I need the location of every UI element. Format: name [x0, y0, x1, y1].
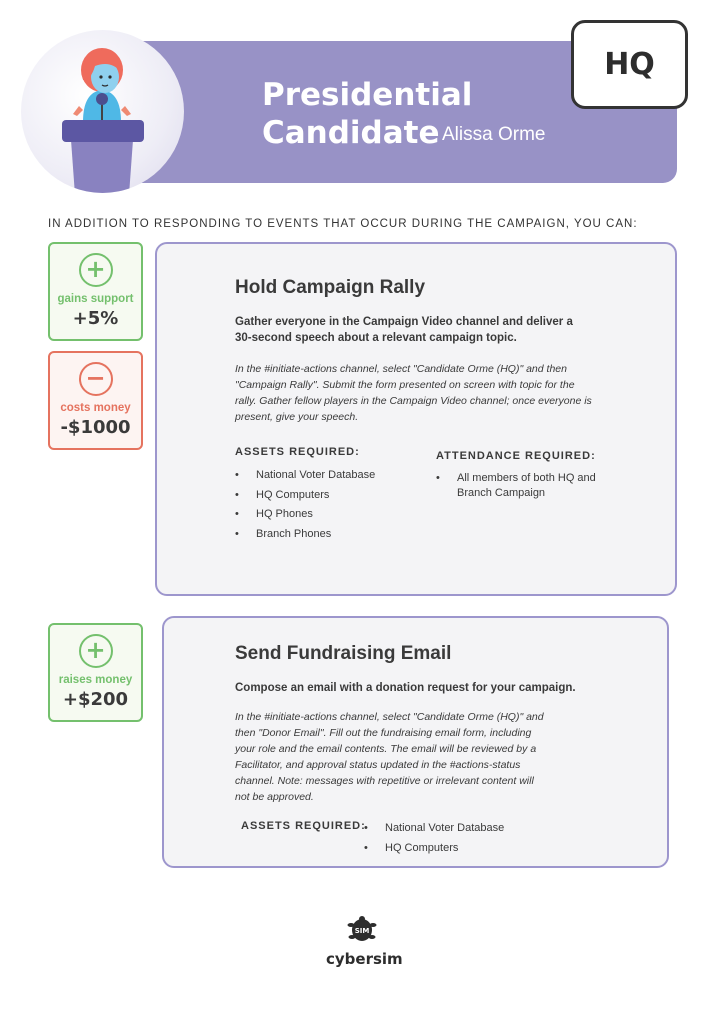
action-description: Gather everyone in the Campaign Video ch…: [235, 316, 573, 344]
intro-text: IN ADDITION TO RESPONDING TO EVENTS THAT…: [48, 218, 638, 230]
hq-badge: HQ: [571, 20, 688, 109]
action-title: Hold Campaign Rally: [235, 277, 426, 298]
title-line-1: Presidential: [262, 77, 473, 113]
list-item: National Voter Database: [235, 468, 425, 483]
assets-list: National Voter Database HQ Computers: [364, 821, 564, 860]
effect-value: +5%: [72, 308, 119, 329]
effect-costs-money: − costs money -$1000: [48, 351, 143, 450]
action-card-fundraising-email: Send Fundraising Email Compose an email …: [162, 616, 669, 868]
assets-required-heading: ASSETS REQUIRED:: [241, 820, 366, 832]
effect-label: gains support: [57, 293, 134, 305]
effect-gains-support: + gains support +5%: [48, 242, 143, 341]
attendance-list: All members of both HQ and Branch Campai…: [436, 471, 606, 506]
list-item: HQ Computers: [235, 488, 425, 503]
candidate-avatar: [21, 30, 184, 193]
candidate-name: Alissa Orme: [442, 124, 546, 145]
cybersim-turtle-logo-icon: SIM: [347, 916, 377, 941]
assets-required-heading: ASSETS REQUIRED:: [235, 446, 360, 458]
plus-icon: +: [78, 634, 113, 668]
action-instructions: In the #initiate-actions channel, select…: [235, 363, 592, 423]
action-card-campaign-rally: Hold Campaign Rally Gather everyone in t…: [155, 242, 677, 596]
effect-raises-money: + raises money +$200: [48, 623, 143, 722]
effect-value: -$1000: [60, 417, 131, 438]
minus-icon: −: [78, 362, 113, 396]
page-title: Presidential Candidate: [262, 76, 472, 152]
logo-wordmark: cybersim: [326, 950, 403, 968]
candidate-at-podium-icon: [62, 48, 144, 193]
list-item: HQ Computers: [364, 841, 564, 856]
action-description: Compose an email with a donation request…: [235, 682, 576, 694]
action-instructions: In the #initiate-actions channel, select…: [235, 711, 544, 803]
title-line-2: Candidate: [262, 115, 440, 151]
effect-label: raises money: [58, 674, 133, 686]
list-item: HQ Phones: [235, 507, 425, 522]
assets-list: National Voter Database HQ Computers HQ …: [235, 468, 425, 547]
svg-text:SIM: SIM: [355, 927, 370, 935]
attendance-required-heading: ATTENDANCE REQUIRED:: [436, 450, 596, 462]
effect-label: costs money: [60, 402, 131, 414]
plus-icon: +: [78, 253, 113, 287]
effect-value: +$200: [62, 689, 129, 710]
list-item: National Voter Database: [364, 821, 564, 836]
list-item: All members of both HQ and Branch Campai…: [436, 471, 606, 501]
action-title: Send Fundraising Email: [235, 643, 452, 664]
list-item: Branch Phones: [235, 527, 425, 542]
cybersim-logo: SIM cybersim: [326, 916, 403, 968]
